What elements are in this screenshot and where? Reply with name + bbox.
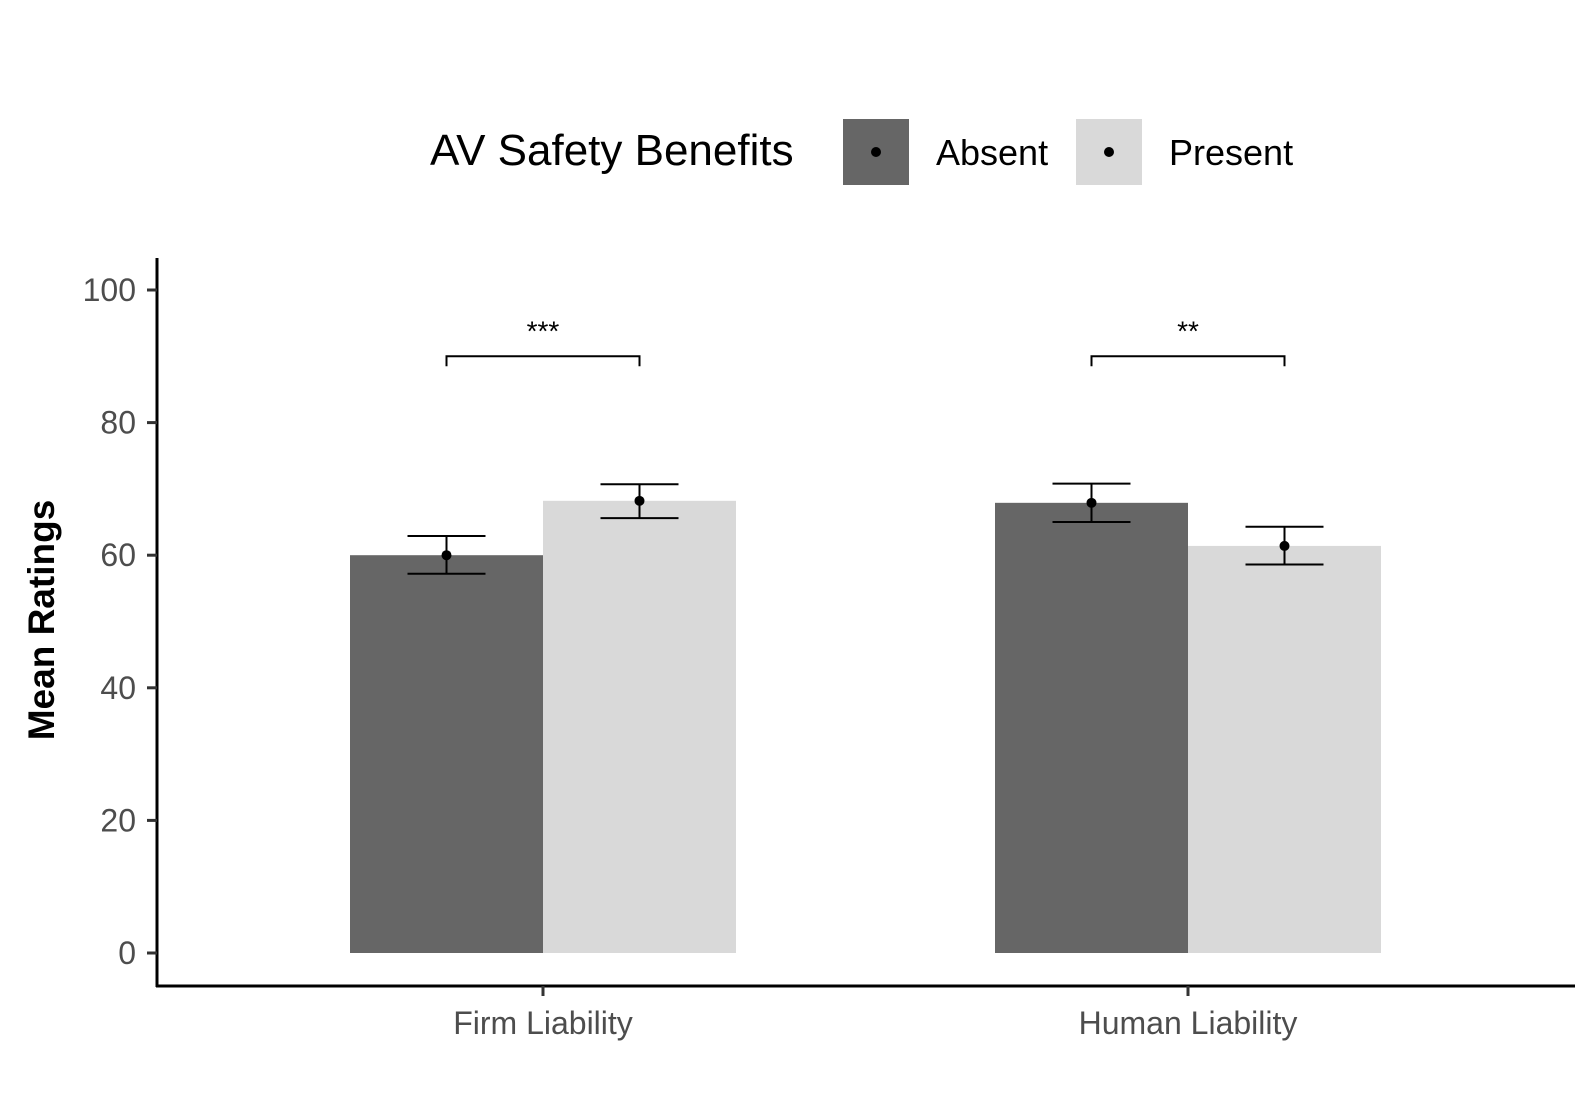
y-axis-title: Mean Ratings (21, 500, 62, 741)
legend-label-present: Present (1169, 132, 1293, 173)
y-tick-label: 20 (100, 802, 136, 838)
mean-point (441, 550, 452, 561)
mean-point (634, 495, 645, 506)
significance-label: *** (527, 315, 560, 346)
error-bars (407, 482, 1324, 575)
y-tick-label: 0 (118, 935, 136, 971)
legend-key-absent-dot (871, 147, 881, 157)
bars (350, 500, 1381, 953)
legend: AV Safety Benefits Absent Present (430, 119, 1293, 185)
mean-point (1279, 540, 1290, 551)
significance-brackets: *** ** (445, 315, 1286, 367)
mean-point (1086, 497, 1097, 508)
significance-bracket (1090, 355, 1286, 367)
legend-title: AV Safety Benefits (430, 126, 794, 175)
bar-absent-1 (350, 555, 543, 953)
legend-key-present-dot (1104, 147, 1114, 157)
y-axis-ticks: 0 20 40 60 80 100 (83, 272, 157, 971)
x-tick-label: Firm Liability (453, 1005, 633, 1041)
bar-present-2 (1188, 545, 1381, 953)
significance-label: ** (1177, 315, 1199, 346)
y-tick-label: 100 (83, 272, 136, 308)
y-tick-label: 80 (100, 405, 136, 441)
significance-bracket (445, 355, 641, 367)
x-tick-label: Human Liability (1079, 1005, 1298, 1041)
bar-present-1 (543, 500, 736, 953)
legend-label-absent: Absent (936, 132, 1048, 173)
bar-absent-2 (995, 502, 1188, 953)
y-tick-label: 40 (100, 670, 136, 706)
x-axis-ticks: Firm Liability Human Liability (453, 986, 1297, 1041)
y-tick-label: 60 (100, 537, 136, 573)
